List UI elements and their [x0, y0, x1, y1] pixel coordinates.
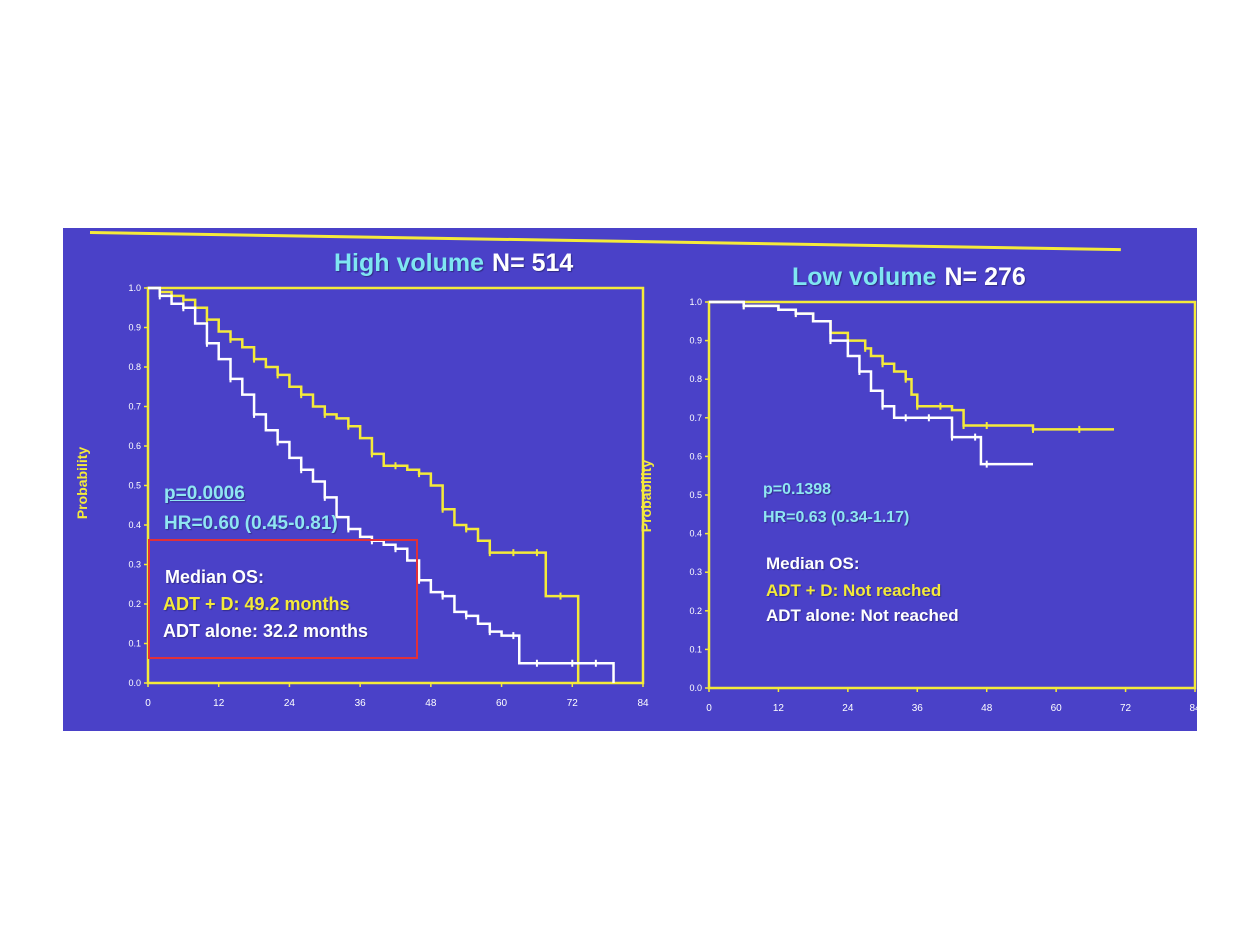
x-tick-label-left: 12	[213, 698, 225, 709]
x-tick-label-left: 48	[425, 698, 437, 709]
chart-title-right: Low volume N= 276	[792, 263, 1026, 292]
km-charts: 0.0 0.1 0.2 0.3 0.4 0.5 0.6 0.7 0.8 0.9 1.0 0 12 24 36…	[74, 283, 1197, 714]
x-tick-label-right: 84	[1189, 703, 1197, 714]
y-tick-label-right: 0.0	[689, 683, 702, 693]
y-tick-label-right: 0.4	[689, 529, 702, 539]
title-right-group: Low volume	[792, 263, 937, 291]
x-tick-label-right: 0	[706, 703, 712, 714]
y-tick-label-left: 0.3	[128, 560, 141, 570]
x-tick-label-right: 48	[981, 703, 993, 714]
y-tick-label-right: 1.0	[689, 297, 702, 307]
y-axis-label-right: Probability	[638, 460, 654, 533]
x-tick-label-right: 36	[912, 703, 924, 714]
p-value-right: p=0.1398	[763, 481, 832, 498]
km-curve-left-adt-d	[148, 286, 580, 683]
x-tick-label-right: 12	[773, 703, 785, 714]
y-tick-label-left: 0.6	[128, 441, 141, 451]
km-curve-right-adt-alone	[709, 300, 1033, 466]
median-os-box: Median OS: ADT + D: 49.2 months ADT alon…	[148, 539, 418, 659]
median-adt-d-right: ADT + D: Not reached	[766, 581, 942, 600]
y-tick-label-left: 0.7	[128, 402, 141, 412]
x-tick-label-left: 84	[637, 698, 649, 709]
km-curve-right-adt-d	[709, 300, 1114, 431]
hazard-ratio-left: HR=0.60 (0.45-0.81)	[164, 513, 338, 534]
y-tick-label-right: 0.8	[689, 374, 702, 384]
y-tick-label-right: 0.1	[689, 644, 702, 654]
x-tick-label-right: 24	[842, 703, 854, 714]
km-curve-left-adt-alone	[148, 286, 615, 683]
y-tick-label-right: 0.5	[689, 490, 702, 500]
y-tick-label-left: 0.4	[128, 520, 141, 530]
x-tick-label-right: 60	[1051, 703, 1063, 714]
y-tick-label-right: 0.6	[689, 451, 702, 461]
hazard-ratio-right: HR=0.63 (0.34-1.17)	[763, 509, 910, 526]
p-value-left: p=0.0006	[164, 483, 245, 504]
median-os-label-right: Median OS:	[766, 554, 860, 573]
y-tick-label-left: 0.8	[128, 362, 141, 372]
title-left-group: High volume	[334, 249, 485, 277]
y-tick-label-left: 1.0	[128, 283, 141, 293]
y-tick-label-right: 0.9	[689, 336, 702, 346]
y-tick-label-left: 0.0	[128, 678, 141, 688]
y-tick-label-right: 0.3	[689, 567, 702, 577]
y-tick-label-left: 0.5	[128, 481, 141, 491]
y-tick-label-left: 0.1	[128, 639, 141, 649]
slide: High volume N= 514 Low volume N= 276 0.0 0.…	[63, 228, 1197, 731]
x-tick-label-left: 36	[355, 698, 367, 709]
y-tick-label-right: 0.7	[689, 413, 702, 423]
chart-title-left: High volume N= 514	[334, 249, 573, 278]
y-axis-label-left: Probability	[74, 447, 90, 520]
title-left-n: N= 514	[492, 249, 574, 277]
y-tick-label-right: 0.2	[689, 606, 702, 616]
y-tick-label-left: 0.2	[128, 599, 141, 609]
median-adt-d-left: ADT + D: 49.2 months	[163, 594, 350, 614]
median-adt-alone-right: ADT alone: Not reached	[766, 606, 959, 625]
median-os-label-left: Median OS:	[165, 567, 265, 587]
x-tick-label-left: 0	[145, 698, 151, 709]
x-tick-label-left: 24	[284, 698, 296, 709]
x-tick-label-left: 72	[567, 698, 579, 709]
title-right-n: N= 276	[944, 263, 1026, 291]
y-tick-label-left: 0.9	[128, 323, 141, 333]
x-tick-label-right: 72	[1120, 703, 1132, 714]
x-tick-label-left: 60	[496, 698, 508, 709]
median-adt-alone-left: ADT alone: 32.2 months	[163, 621, 369, 641]
